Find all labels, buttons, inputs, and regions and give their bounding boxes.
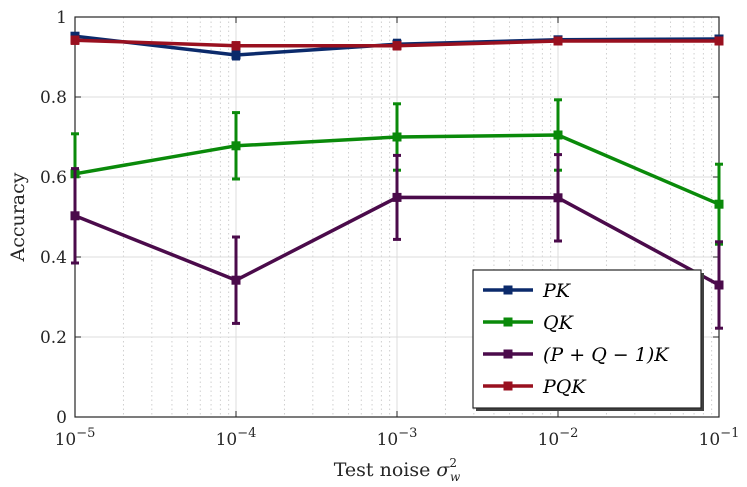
x-tick-label: 10−3 bbox=[377, 426, 418, 450]
legend-swatch-marker bbox=[503, 285, 513, 295]
data-point bbox=[714, 199, 724, 209]
legend-label: QK bbox=[543, 312, 575, 334]
y-tick-label: 0.6 bbox=[40, 168, 67, 188]
data-point bbox=[714, 36, 724, 46]
legend-swatch-marker bbox=[503, 317, 513, 327]
x-tick-label: 10−2 bbox=[538, 426, 579, 450]
data-point bbox=[231, 50, 241, 60]
series-group bbox=[70, 31, 724, 330]
data-point bbox=[553, 130, 563, 140]
data-point bbox=[553, 36, 563, 46]
legend-label: PK bbox=[542, 280, 572, 302]
data-point bbox=[231, 41, 241, 51]
data-point bbox=[714, 280, 724, 290]
data-point bbox=[392, 132, 402, 142]
legend: PK QK (P + Q − 1)K PQK bbox=[472, 269, 704, 411]
data-point bbox=[392, 41, 402, 51]
x-tick-label: 10−4 bbox=[216, 426, 257, 450]
y-tick-label: 0.4 bbox=[40, 248, 67, 268]
data-point bbox=[553, 193, 563, 203]
series-pqk bbox=[70, 153, 724, 330]
x-tick-label: 10−1 bbox=[699, 426, 740, 450]
legend-label: PQK bbox=[542, 376, 587, 398]
data-point bbox=[70, 35, 80, 45]
data-point bbox=[231, 275, 241, 285]
y-axis-label: Accuracy bbox=[7, 172, 29, 262]
axes: 0 0.2 0.4 0.6 0.8 1 10−5 10−4 10−3 10−2 10−1 Test n… bbox=[7, 8, 739, 484]
legend-swatch-marker bbox=[503, 381, 513, 391]
data-point bbox=[392, 192, 402, 202]
legend-label: (P + Q − 1)K bbox=[543, 344, 670, 366]
y-tick-label: 0 bbox=[56, 408, 67, 428]
x-tick-label: 10−5 bbox=[55, 426, 96, 450]
y-tick-label: 0.8 bbox=[40, 88, 67, 108]
y-tick-label: 0.2 bbox=[40, 328, 67, 348]
data-point bbox=[70, 211, 80, 221]
y-tick-label: 1 bbox=[56, 8, 67, 28]
legend-swatch-marker bbox=[503, 349, 513, 359]
data-point bbox=[231, 141, 241, 151]
x-axis-label: Test noise σ2 w bbox=[334, 456, 461, 484]
series-pqk bbox=[70, 35, 724, 51]
